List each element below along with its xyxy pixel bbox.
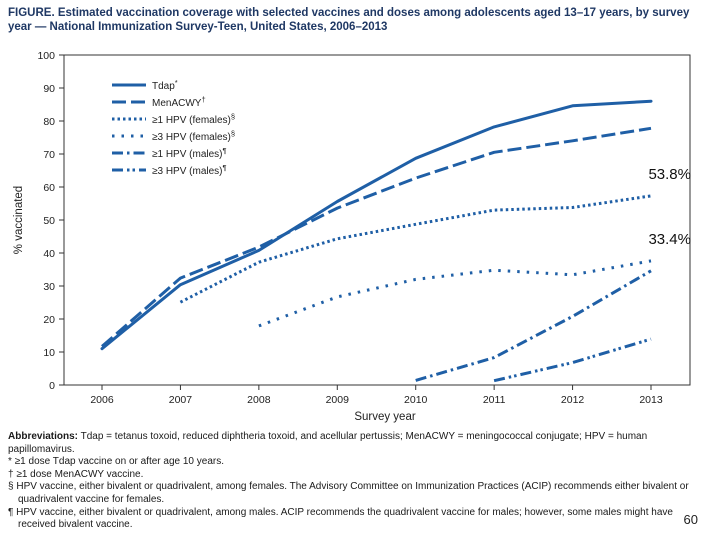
annotation-label: 53.8% [648, 166, 691, 183]
footnote-marker: § [8, 481, 14, 493]
series-line-tdap [100, 99, 653, 351]
x-tick-label: 2009 [326, 394, 350, 406]
series-line--1-hpv-males- [415, 269, 652, 382]
annotation-label: 33.4% [648, 231, 691, 248]
y-tick-label: 70 [43, 149, 55, 161]
chart-series [100, 99, 653, 383]
legend-footnote-marker: § [231, 112, 235, 121]
x-tick-label: 2011 [483, 394, 506, 406]
legend-footnote-marker: * [175, 78, 178, 87]
coverage-line-chart: 0 10 20 30 40 50 60 70 80 90 100 2006 2007 2008 2009 20… [13, 50, 691, 423]
x-tick-label: 2013 [639, 394, 663, 406]
y-tick-label: 50 [43, 215, 55, 227]
x-tick-label: 2012 [561, 394, 585, 406]
x-tick-label: 2007 [169, 394, 193, 406]
legend-label: MenACWY† [152, 95, 206, 109]
footnote-menacwy: † ≥1 dose MenACWY vaccine. [8, 469, 708, 482]
footnote-text: ≥1 dose MenACWY vaccine. [13, 468, 144, 480]
series-line-menacwy [101, 126, 652, 348]
footnotes: Abbreviations: Tdap = tetanus toxoid, re… [8, 431, 708, 532]
legend-footnote-marker: § [231, 129, 235, 138]
legend-footnote-marker: † [201, 95, 205, 104]
legend-label: ≥3 HPV (males)¶ [152, 163, 227, 177]
footnote-marker: * [8, 456, 12, 468]
chart-annotations: 53.8% 33.4% [648, 166, 691, 248]
figure-label: FIGURE. [8, 7, 55, 19]
footnote-marker: Abbreviations: [8, 431, 79, 442]
footnote-text: ≥1 dose Tdap vaccine on or after age 10 … [11, 456, 225, 468]
y-tick-label: 40 [43, 248, 55, 260]
legend-label: ≥1 HPV (males)¶ [152, 146, 227, 160]
x-tick-label: 2008 [247, 394, 271, 406]
footnote-abbreviations: Abbreviations: Tdap = tetanus toxoid, re… [8, 431, 708, 456]
y-tick-label: 20 [43, 314, 55, 326]
footnote-text: HPV vaccine, either bivalent or quadriva… [13, 506, 673, 531]
series-line--3-hpv-males- [493, 337, 652, 383]
y-tick-label: 10 [43, 347, 55, 359]
legend-footnote-marker: ¶ [223, 163, 227, 172]
legend-footnote-marker: ¶ [223, 146, 227, 155]
y-tick-label: 80 [43, 116, 55, 128]
footnote-marker: † [8, 468, 14, 480]
footnote-hpv-males: ¶ HPV vaccine, either bivalent or quadri… [8, 507, 708, 532]
x-tick-label: 2010 [404, 394, 428, 406]
series-line--1-hpv-females- [179, 194, 652, 304]
y-tick-label: 60 [43, 182, 55, 194]
footnote-marker: ¶ [8, 506, 14, 518]
page-number: 60 [683, 512, 698, 527]
footnote-text: Tdap = tetanus toxoid, reduced diphtheri… [8, 431, 648, 455]
legend-label: Tdap* [152, 78, 178, 92]
x-tick-label: 2006 [90, 394, 114, 406]
y-tick-label: 90 [43, 83, 55, 95]
footnote-tdap: * ≥1 dose Tdap vaccine on or after age 1… [8, 456, 708, 469]
series-line--3-hpv-females- [258, 259, 652, 328]
figure-title-text: Estimated vaccination coverage with sele… [8, 7, 690, 33]
y-axis-label: % vaccinated [13, 186, 25, 254]
figure-title: FIGURE. Estimated vaccination coverage w… [8, 6, 706, 34]
chart-legend: Tdap* MenACWY† ≥1 HPV (females)§ ≥3 HPV (fe… [112, 78, 235, 177]
x-axis-label: Survey year [354, 411, 416, 423]
footnote-text: HPV vaccine, either bivalent or quadriva… [13, 481, 689, 505]
legend-label: ≥1 HPV (females)§ [152, 112, 235, 126]
legend-label: ≥3 HPV (females)§ [152, 129, 235, 143]
y-tick-label: 30 [43, 281, 55, 293]
y-tick-label: 100 [37, 50, 55, 62]
footnote-hpv-females: § HPV vaccine, either bivalent or quadri… [8, 481, 708, 506]
y-tick-label: 0 [49, 380, 55, 392]
chart-axes: 0 10 20 30 40 50 60 70 80 90 100 2006 2007 2008 2009 20… [13, 50, 691, 423]
